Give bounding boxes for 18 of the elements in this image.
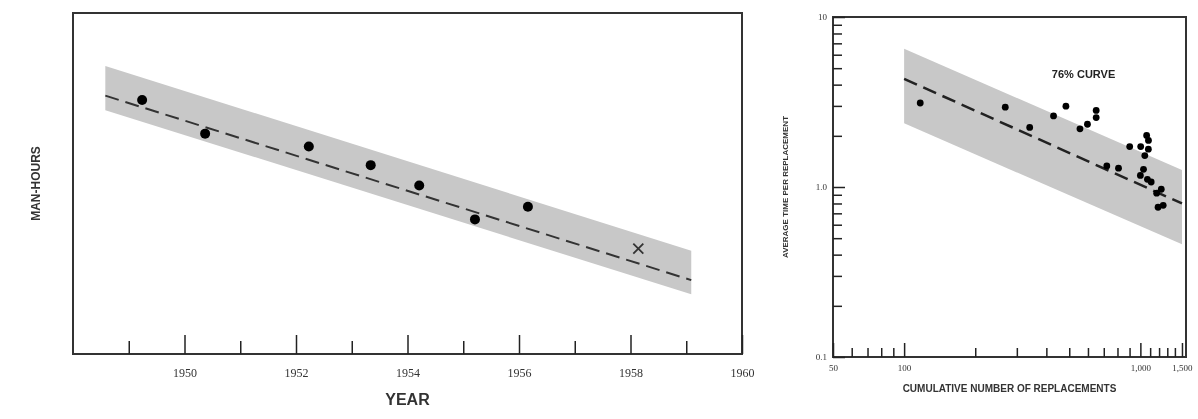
x-tick-label: 50 bbox=[829, 363, 839, 374]
x-axis-title: CUMULATIVE NUMBER OF REPLACEMENTS bbox=[902, 383, 1117, 394]
y-axis-title: MAN-HOURS bbox=[29, 146, 43, 221]
x-tick-label: 1958 bbox=[619, 365, 643, 380]
x-tick-label: 1954 bbox=[396, 365, 420, 380]
x-tick-label: 1,500 bbox=[1172, 363, 1194, 374]
y-tick-label: 0.1 bbox=[815, 352, 827, 363]
x-tick-label: 1952 bbox=[284, 365, 309, 380]
x-axis-title: YEAR bbox=[385, 391, 431, 408]
y-axis-title: AVERAGE TIME PER REPLACEMENT bbox=[781, 115, 790, 259]
x-tick-label: 100 bbox=[897, 363, 912, 374]
annotation: 76% CURVE bbox=[1051, 68, 1116, 81]
x-tick-label: 1950 bbox=[173, 365, 197, 380]
y-tick-label: 1.0 bbox=[815, 182, 828, 193]
y-tick-label: 10 bbox=[818, 12, 828, 23]
x-tick-label: 1,000 bbox=[1130, 363, 1152, 374]
x-tick-label: 1956 bbox=[507, 365, 532, 380]
x-tick-label: 1960 bbox=[730, 365, 755, 380]
